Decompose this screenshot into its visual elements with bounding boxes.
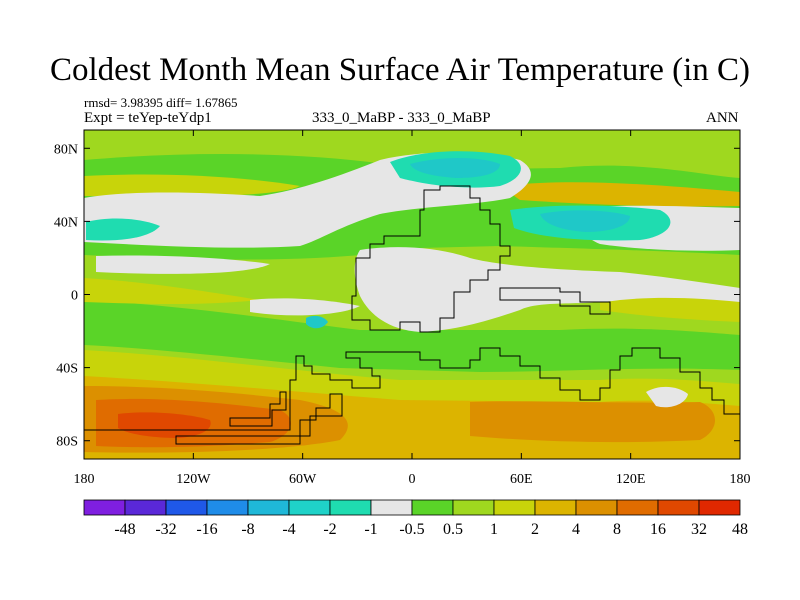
colorbar-swatch (411, 499, 454, 516)
period-label: ANN (706, 110, 739, 126)
colorbar-label: 0.5 (443, 521, 463, 538)
coastline-north (351, 185, 511, 333)
x-tick-label: 60E (510, 472, 533, 487)
colorbar-swatch (534, 499, 577, 516)
colorbar-swatch (616, 499, 659, 516)
colorbar-swatch (288, 499, 331, 516)
colorbar-label: -2 (323, 521, 336, 538)
y-tick-label: 40S (56, 362, 78, 377)
x-tick-label: 0 (409, 472, 416, 487)
x-axis: 180 120W 60W 0 60E 120E 180 (74, 130, 751, 487)
colorbar-label: 8 (613, 521, 621, 538)
field-orange-east (470, 401, 715, 443)
center-label: 333_0_MaBP - 333_0_MaBP (312, 110, 491, 126)
colorbar-swatch (370, 499, 413, 516)
colorbar-swatch (206, 499, 249, 516)
colorbar-label: -4 (282, 521, 295, 538)
temperature-field (84, 130, 740, 459)
coastline-south (84, 347, 740, 431)
x-tick-label: 60W (289, 472, 317, 487)
coastlines (84, 185, 740, 445)
field-amber-asia (500, 182, 740, 207)
field-neutral-africa (354, 247, 740, 332)
colorbar-label: -32 (155, 521, 176, 538)
field-teal-arctic (410, 158, 500, 178)
field-green-south (84, 300, 740, 372)
field-neutral-pacific (96, 255, 270, 274)
field-yellow-mid (84, 278, 260, 304)
colorbar: -48 -32 -16 -8 -4 -2 -1 -0.5 0.5 1 2 4 8 16 32 48 (83, 499, 748, 538)
x-tick-label: 120W (176, 472, 211, 487)
x-tick-label: 180 (730, 472, 751, 487)
colorbar-label: -0.5 (399, 521, 424, 538)
y-tick-label: 80N (54, 142, 78, 157)
colorbar-swatch (698, 499, 741, 516)
colorbar-label: 2 (531, 521, 539, 538)
colorbar-swatch (452, 499, 495, 516)
colorbar-label: -48 (114, 521, 135, 538)
coastline-ridge-inner (229, 391, 287, 427)
expt-line: Expt = teYep-teYdp1 (84, 110, 212, 126)
colorbar-label: -1 (364, 521, 377, 538)
colorbar-label: -8 (241, 521, 254, 538)
field-red-hotspot (118, 412, 211, 438)
field-yellow-north (84, 174, 300, 197)
stats-line: rmsd= 3.98395 diff= 1.67865 (84, 95, 238, 110)
colorbar-swatch (493, 499, 536, 516)
field-cyan-pacific (86, 218, 160, 241)
colorbar-label: 1 (490, 521, 498, 538)
colorbar-swatch (247, 499, 290, 516)
colorbar-swatch (83, 499, 126, 516)
colorbar-swatch (575, 499, 618, 516)
y-tick-label: 0 (71, 289, 78, 304)
coastline-east (499, 287, 611, 315)
y-tick-label: 40N (54, 215, 78, 230)
field-neutral-spot-se (646, 386, 688, 408)
colorbar-swatch (657, 499, 700, 516)
y-tick-label: 80S (56, 435, 78, 450)
field-cyan-spot (306, 315, 328, 329)
x-tick-label: 180 (74, 472, 95, 487)
coastline-antarctic-ridge (175, 393, 343, 445)
colorbar-label: 16 (650, 521, 666, 538)
colorbar-swatch (329, 499, 372, 516)
colorbar-swatch (165, 499, 208, 516)
colorbar-label: 32 (691, 521, 707, 538)
colorbar-label: 48 (732, 521, 748, 538)
y-axis: 80N 40N 0 40S 80S (54, 142, 740, 450)
field-neutral-atlantic (250, 298, 360, 316)
chart-title: Coldest Month Mean Surface Air Temperatu… (50, 52, 750, 88)
x-tick-label: 120E (616, 472, 646, 487)
colorbar-label: 4 (572, 521, 580, 538)
colorbar-swatch (124, 499, 167, 516)
colorbar-label: -16 (196, 521, 217, 538)
field-teal-asia (540, 210, 630, 232)
